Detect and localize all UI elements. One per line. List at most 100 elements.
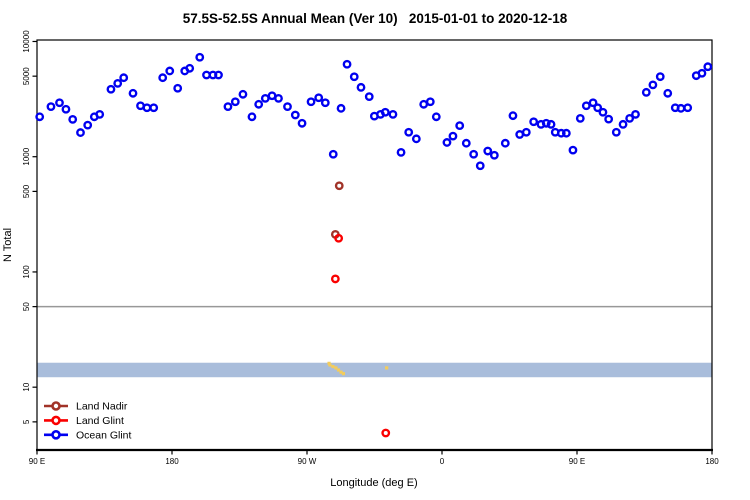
threshold-band: [37, 362, 712, 378]
ocean-glint-point: [388, 109, 398, 119]
ocean-glint-point: [336, 103, 346, 113]
ocean-glint-point: [556, 128, 566, 138]
ocean-glint-point: [95, 109, 105, 119]
x-axis-label: Longitude (deg E): [330, 477, 417, 489]
ocean-glint-point: [342, 59, 352, 69]
ocean-glint-point: [568, 145, 578, 155]
ocean-glint-point: [483, 146, 493, 156]
ocean-glint-point: [349, 72, 359, 82]
ocean-glint-point: [508, 111, 518, 121]
y-tick-label: 5000: [22, 67, 31, 85]
ocean-glint-point: [314, 93, 324, 103]
ocean-glint-point: [561, 128, 571, 138]
ocean-glint-point: [604, 114, 614, 124]
flagged-mark: [339, 370, 343, 374]
ocean-glint-point: [475, 161, 485, 171]
ocean-glint-point: [648, 80, 658, 90]
y-tick-label: 5: [22, 419, 31, 424]
flagged-mark: [328, 363, 332, 367]
ocean-glint-point: [469, 149, 479, 159]
x-tick-label: 90 E: [569, 457, 585, 466]
ocean-glint-point: [195, 52, 205, 62]
x-tick-label: 180: [705, 457, 719, 466]
ocean-glint-point: [149, 103, 159, 113]
ocean-glint-point: [223, 102, 233, 112]
y-tick-label: 50: [22, 302, 31, 311]
ocean-glint-point: [185, 63, 195, 73]
y-tick-label: 500: [22, 184, 31, 198]
ocean-glint-point: [320, 98, 330, 108]
ocean-glint-point: [165, 66, 175, 76]
y-tick-label: 10000: [22, 30, 31, 53]
flagged-mark: [336, 368, 341, 372]
ocean-glint-point: [364, 92, 374, 102]
legend-label: Ocean Glint: [76, 430, 132, 442]
plot-border: [36, 39, 713, 451]
ocean-glint-point: [328, 149, 338, 159]
ocean-glint-point: [113, 78, 123, 88]
ocean-glint-point: [703, 62, 713, 72]
ocean-glint-point: [61, 104, 71, 114]
ocean-glint-point: [290, 110, 300, 120]
ocean-glint-point: [431, 112, 441, 122]
ocean-glint-point: [356, 82, 366, 92]
ocean-glint-point: [68, 114, 78, 124]
ocean-glint-point: [128, 88, 138, 98]
ocean-glint-point: [641, 87, 651, 97]
ocean-glint-point: [173, 83, 183, 93]
ocean-glint-point: [541, 118, 551, 128]
ocean-glint-point: [546, 119, 556, 129]
legend-label: Land Glint: [76, 415, 124, 427]
ocean-glint-point: [297, 118, 307, 128]
ocean-glint-point: [214, 70, 223, 80]
flagged-mark: [331, 364, 335, 369]
legend-marker: [51, 401, 61, 411]
ocean-glint-point: [455, 121, 465, 131]
y-tick-label: 100: [22, 265, 31, 279]
ocean-glint-point: [425, 97, 435, 107]
land-glint-point: [381, 428, 391, 438]
legend-marker: [51, 429, 61, 440]
ocean-glint-point: [442, 138, 452, 147]
ocean-glint-point: [83, 120, 93, 130]
land-glint-point: [334, 233, 344, 243]
ocean-glint-point: [106, 84, 116, 94]
ocean-glint-point: [500, 138, 510, 148]
ocean-glint-point: [521, 127, 531, 137]
ocean-glint-point: [119, 73, 129, 83]
ocean-glint-point: [411, 134, 421, 144]
ocean-glint-point: [306, 97, 316, 107]
ocean-glint-point: [448, 131, 458, 141]
ocean-glint-point: [158, 73, 168, 83]
y-tick-label: 10: [22, 382, 31, 391]
ocean-glint-point: [575, 114, 585, 123]
y-axis-label: N Total: [2, 228, 14, 262]
x-tick-label: 90 E: [29, 457, 45, 466]
ocean-glint-point: [35, 112, 45, 122]
ocean-glint-point: [46, 102, 56, 112]
ocean-glint-point: [618, 119, 628, 129]
ocean-glint-point: [663, 88, 673, 98]
ocean-glint-point: [230, 97, 240, 107]
ocean-glint-point: [283, 102, 292, 112]
ocean-glint-point: [461, 138, 471, 148]
ocean-glint-point: [76, 128, 85, 137]
land-nadir-point: [334, 181, 344, 191]
ocean-glint-point: [529, 117, 539, 127]
x-tick-label: 90 W: [298, 457, 317, 466]
ocean-glint-point: [593, 103, 603, 113]
ocean-glint-point: [625, 114, 635, 123]
land-glint-point: [330, 274, 340, 284]
ocean-glint-point: [697, 68, 707, 78]
ocean-glint-point: [404, 127, 414, 137]
ocean-glint-point: [611, 127, 621, 137]
ocean-glint-point: [683, 103, 693, 113]
ocean-glint-point: [274, 93, 283, 103]
legend-marker: [51, 415, 61, 426]
flagged-mark: [385, 366, 389, 370]
x-tick-label: 180: [165, 457, 179, 466]
flagged-mark: [334, 366, 338, 370]
plot-area: 5 10 50 100 500 1000 5000 10000 90 E 180 90 W 0 90 E…: [22, 30, 719, 466]
